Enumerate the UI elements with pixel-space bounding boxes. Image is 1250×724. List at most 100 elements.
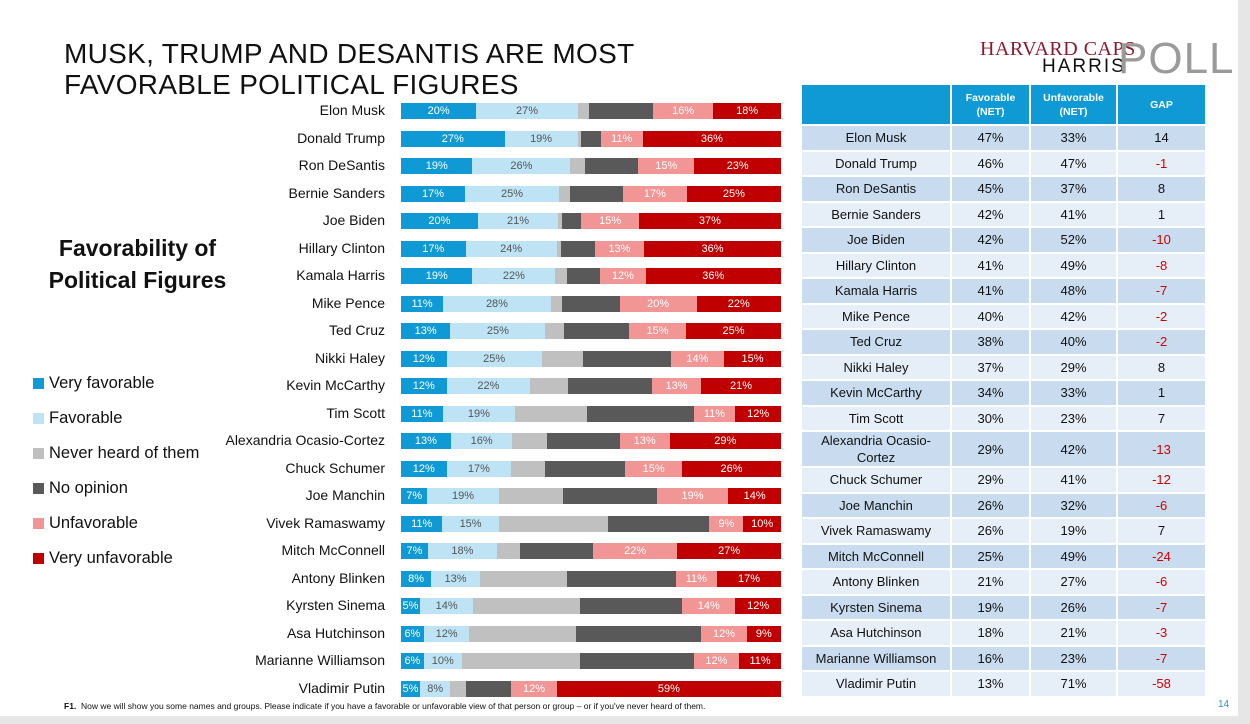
name-cell: Antony Blinken (802, 570, 950, 594)
name-cell: Chuck Schumer (802, 468, 950, 492)
bar-segment-very-unfavorable: 27% (677, 543, 781, 560)
bar-segment-very-unfavorable: 18% (713, 103, 781, 119)
bar-alexandria-ocasio-cortez: 13% 16% 13% 29% (401, 433, 781, 450)
category-label: Kyrsten Sinema (286, 597, 385, 614)
bar-kevin-mccarthy: 12% 22% 13% 21% (401, 378, 781, 395)
bar-segment-never-heard-of-them (550, 295, 563, 312)
category-label: Vivek Ramaswamy (266, 514, 385, 531)
bar-segment-favorable: 22% (446, 378, 531, 395)
bar-segment-favorable: 26% (472, 158, 571, 175)
favorable-cell: 19% (952, 595, 1029, 619)
bar-mitch-mcconnell: 7% 18% 22% 27% (401, 543, 781, 560)
bar-segment-very-unfavorable: 10% (743, 515, 781, 532)
bar-segment-very-unfavorable: 59% (556, 681, 781, 697)
bar-antony-blinken: 8% 13% 11% 17% (401, 570, 781, 587)
bar-segment-never-heard-of-them (555, 268, 567, 285)
name-cell: Vladimir Putin (802, 672, 950, 696)
table-row: Asa Hutchinson 18% 21% -3 (802, 621, 1205, 645)
bar-segment-favorable: 25% (446, 350, 542, 367)
bar-segment-no-opinion (579, 653, 694, 670)
legend-item-never-heard-of-them: Never heard of them (33, 436, 199, 471)
unfavorable-cell: 47% (1031, 151, 1116, 175)
gap-cell: -12 (1118, 468, 1205, 492)
category-label: Kamala Harris (296, 267, 385, 284)
bar-segment-very-favorable: 5% (401, 598, 420, 615)
gap-cell: 1 (1118, 202, 1205, 226)
category-label: Joe Manchin (305, 487, 385, 504)
category-label: Joe Biden (322, 212, 385, 229)
gap-cell: -1 (1118, 151, 1205, 175)
bar-mike-pence: 11% 28% 20% 22% (401, 295, 781, 312)
bar-segment-very-favorable: 7% (401, 488, 428, 505)
legend-label: Never heard of them (49, 444, 200, 462)
bar-segment-unfavorable: 11% (693, 405, 736, 422)
bar-segment-very-favorable: 7% (401, 543, 428, 560)
bar-segment-never-heard-of-them (577, 130, 582, 147)
bar-segment-unfavorable: 14% (670, 350, 724, 367)
legend-swatch (33, 448, 44, 459)
bar-segment-unfavorable: 15% (581, 213, 639, 230)
gap-cell: -7 (1118, 279, 1205, 303)
bar-segment-very-favorable: 17% (401, 185, 465, 202)
bar-segment-favorable: 27% (476, 103, 578, 119)
bar-segment-very-favorable: 12% (401, 350, 447, 367)
category-label: Marianne Williamson (255, 652, 385, 669)
bar-segment-favorable: 17% (446, 460, 512, 477)
bar-segment-unfavorable: 12% (511, 681, 557, 697)
bar-segment-very-unfavorable: 36% (645, 268, 781, 285)
bar-segment-favorable: 24% (465, 240, 557, 257)
unfavorable-cell: 33% (1031, 126, 1116, 150)
bar-segment-very-unfavorable: 36% (644, 240, 781, 257)
table-row: Tim Scott 30% 23% 7 (802, 406, 1205, 430)
bar-segment-favorable: 14% (420, 598, 474, 615)
bar-segment-never-heard-of-them (530, 378, 569, 395)
unfavorable-cell: 27% (1031, 570, 1116, 594)
bar-segment-no-opinion (566, 268, 601, 285)
legend-label: Very favorable (49, 374, 155, 392)
bar-segment-no-opinion (519, 543, 593, 560)
bar-segment-very-unfavorable: 36% (642, 130, 781, 147)
name-cell: Bernie Sanders (802, 202, 950, 226)
bar-segment-favorable: 19% (427, 488, 499, 505)
bar-segment-never-heard-of-them (514, 405, 588, 422)
legend-item-very-unfavorable: Very unfavorable (33, 541, 199, 576)
bar-segment-very-unfavorable: 9% (746, 625, 781, 642)
bar-segment-no-opinion (546, 433, 620, 450)
unfavorable-cell: 21% (1031, 621, 1116, 645)
category-label: Elon Musk (319, 102, 385, 118)
page-number: 14 (1218, 699, 1230, 710)
unfavorable-cell: 41% (1031, 468, 1116, 492)
logo-line-3: POLL (1118, 34, 1235, 83)
unfavorable-cell: 37% (1031, 177, 1116, 201)
bar-ron-desantis: 19% 26% 15% 23% (401, 158, 781, 175)
legend-swatch (33, 553, 44, 564)
category-label: Nikki Haley (314, 349, 385, 366)
unfavorable-cell: 48% (1031, 279, 1116, 303)
legend-item-no-opinion: No opinion (33, 471, 199, 506)
favorable-cell: 26% (952, 519, 1029, 543)
unfavorable-cell: 26% (1031, 595, 1116, 619)
bar-hillary-clinton: 17% 24% 13% 36% (401, 240, 781, 257)
gap-cell: -2 (1118, 330, 1205, 354)
bar-chuck-schumer: 12% 17% 15% 26% (401, 460, 781, 477)
bar-segment-very-favorable: 11% (401, 515, 443, 532)
column-header: Unfavorable (NET) (1031, 85, 1116, 124)
bar-ted-cruz: 13% 25% 15% 25% (401, 323, 781, 340)
bar-segment-favorable: 19% (442, 405, 515, 422)
bar-segment-favorable: 28% (443, 295, 551, 312)
bar-segment-very-unfavorable: 12% (735, 405, 781, 422)
bar-segment-very-favorable: 13% (401, 433, 451, 450)
bar-segment-never-heard-of-them (461, 653, 580, 670)
category-label: Ron DeSantis (298, 157, 385, 174)
bar-segment-very-favorable: 20% (401, 103, 477, 119)
favorable-cell: 41% (952, 279, 1029, 303)
favorable-cell: 41% (952, 253, 1029, 277)
name-cell: Kyrsten Sinema (802, 595, 950, 619)
bar-segment-very-favorable: 12% (401, 460, 447, 477)
logo-line-2: HARRIS (1042, 56, 1126, 77)
favorable-cell: 38% (952, 330, 1029, 354)
legend-item-unfavorable: Unfavorable (33, 506, 199, 541)
name-cell: Ted Cruz (802, 330, 950, 354)
bar-segment-unfavorable: 12% (701, 625, 747, 642)
table-row: Vladimir Putin 13% 71% -58 (802, 672, 1205, 696)
